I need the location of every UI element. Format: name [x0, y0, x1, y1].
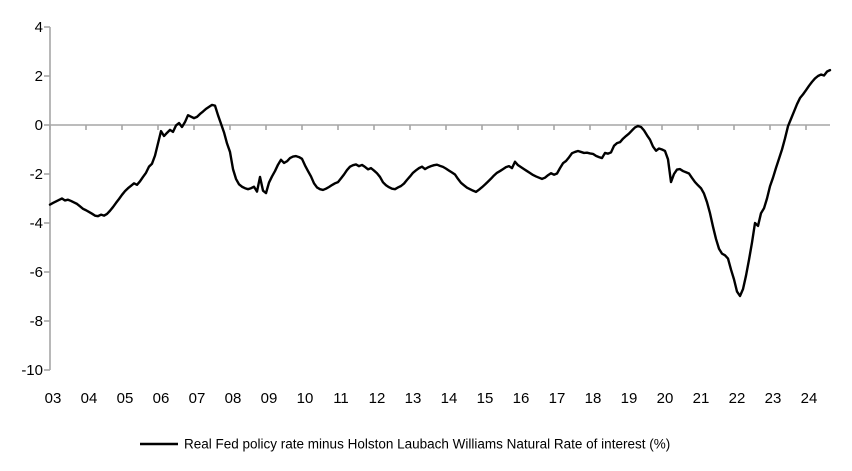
x-axis-tick-label: 11 — [333, 390, 349, 407]
x-axis-tick-label: 12 — [369, 390, 386, 407]
x-axis-tick-label: 08 — [225, 390, 242, 407]
y-axis-tick-label: 4 — [35, 19, 43, 36]
x-axis-tick-label: 03 — [45, 390, 62, 407]
y-axis-tick-label: -8 — [30, 313, 43, 330]
y-axis-tick-label: 0 — [35, 117, 43, 134]
x-axis-tick-label: 10 — [297, 390, 314, 407]
y-axis-tick-label: -10 — [21, 362, 43, 379]
x-axis-tick-label: 21 — [693, 390, 710, 407]
x-axis-tick-label: 09 — [261, 390, 278, 407]
x-axis-tick-label: 17 — [549, 390, 566, 407]
x-axis-tick-label: 20 — [657, 390, 674, 407]
x-axis-tick-label: 06 — [153, 390, 170, 407]
x-axis-tick-label: 18 — [585, 390, 602, 407]
y-axis-tick-label: -6 — [30, 264, 43, 281]
data-line — [48, 68, 832, 298]
chart-legend: Real Fed policy rate minus Holston Lauba… — [140, 437, 670, 452]
x-axis-tick-label: 24 — [801, 390, 818, 407]
y-axis-tick-label: 2 — [35, 68, 43, 85]
x-axis-tick-label: 14 — [441, 390, 458, 407]
x-axis-tick-label: 04 — [81, 390, 98, 407]
x-axis-tick-label: 19 — [621, 390, 638, 407]
x-axis-tick-label: 05 — [117, 390, 134, 407]
x-axis-tick-label: 07 — [189, 390, 206, 407]
x-axis-tick-label: 22 — [729, 390, 746, 407]
x-axis-tick-label: 23 — [765, 390, 782, 407]
y-axis-tick-label: -2 — [30, 166, 43, 183]
x-axis-tick-label: 13 — [405, 390, 422, 407]
y-axis-tick-label: -4 — [30, 215, 43, 232]
x-axis-tick-label: 15 — [477, 390, 494, 407]
x-axis-tick-label: 16 — [513, 390, 530, 407]
series-layer — [48, 68, 832, 298]
legend-label: Real Fed policy rate minus Holston Lauba… — [184, 437, 670, 452]
